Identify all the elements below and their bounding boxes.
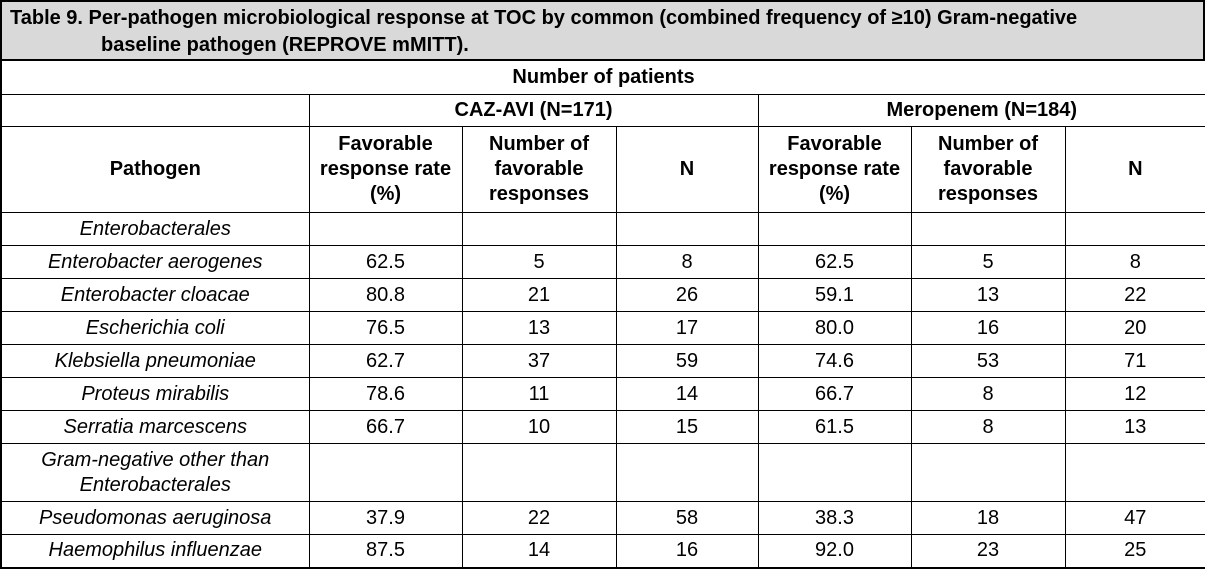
- pathogen-cell: Klebsiella pneumoniae: [0, 344, 310, 378]
- value-cell: 8: [910, 410, 1066, 444]
- value-cell: 18: [910, 501, 1066, 535]
- value-cell: 14: [615, 377, 759, 411]
- value-cell: 92.0: [757, 534, 912, 568]
- value-cell: [757, 212, 912, 246]
- table-row: Gram-negative other than Enterobacterale…: [0, 443, 1205, 502]
- table-row: Haemophilus influenzae 87.5 14 16 92.0 23 25: [0, 534, 1205, 568]
- value-cell: [910, 212, 1066, 246]
- value-cell: 53: [910, 344, 1066, 378]
- value-cell: 38.3: [757, 501, 912, 535]
- value-cell: 21: [461, 278, 617, 312]
- table-row: Escherichia coli 76.5 13 17 80.0 16 20: [0, 311, 1205, 345]
- value-cell: 13: [1064, 410, 1205, 444]
- value-cell: 11: [461, 377, 617, 411]
- pathogen-cell: Haemophilus influenzae: [0, 534, 310, 568]
- pathogen-cell: Proteus mirabilis: [0, 377, 310, 411]
- value-cell: 26: [615, 278, 759, 312]
- caption-line-1: Table 9. Per-pathogen microbiological re…: [10, 7, 1078, 29]
- value-cell: 15: [615, 410, 759, 444]
- column-header: N: [1064, 126, 1205, 213]
- caption-line-2: baseline pathogen (REPROVE mMITT).: [101, 34, 469, 56]
- column-header: N: [615, 126, 759, 213]
- value-cell: 14: [461, 534, 617, 568]
- value-cell: 71: [1064, 344, 1205, 378]
- value-cell: 37: [461, 344, 617, 378]
- value-cell: 16: [910, 311, 1066, 345]
- data-table: Number of patients CAZ-AVI (N=171) Merop…: [0, 60, 1205, 569]
- value-cell: 80.8: [308, 278, 463, 312]
- value-cell: 62.5: [757, 245, 912, 279]
- table-row: Enterobacterales: [0, 212, 1205, 246]
- value-cell: 66.7: [757, 377, 912, 411]
- value-cell: [910, 443, 1066, 502]
- value-cell: 23: [910, 534, 1066, 568]
- table-row: Klebsiella pneumoniae 62.7 37 59 74.6 53 71: [0, 344, 1205, 378]
- value-cell: [461, 212, 617, 246]
- value-cell: 62.5: [308, 245, 463, 279]
- value-cell: 8: [615, 245, 759, 279]
- value-cell: 61.5: [757, 410, 912, 444]
- table-row: Pseudomonas aeruginosa 37.9 22 58 38.3 18 47: [0, 501, 1205, 535]
- column-header-pathogen: Pathogen: [0, 126, 310, 213]
- value-cell: 59.1: [757, 278, 912, 312]
- pathogen-cell: Serratia marcescens: [0, 410, 310, 444]
- pathogen-cell: Enterobacter cloacae: [0, 278, 310, 312]
- value-cell: [308, 443, 463, 502]
- value-cell: [308, 212, 463, 246]
- value-cell: 25: [1064, 534, 1205, 568]
- value-cell: 22: [1064, 278, 1205, 312]
- value-cell: 22: [461, 501, 617, 535]
- value-cell: [1064, 212, 1205, 246]
- value-cell: 58: [615, 501, 759, 535]
- value-cell: 66.7: [308, 410, 463, 444]
- value-cell: [1064, 443, 1205, 502]
- table-row: Enterobacter cloacae 80.8 21 26 59.1 13 22: [0, 278, 1205, 312]
- span-title: Number of patients: [0, 60, 1205, 95]
- pathogen-cell: Gram-negative other than Enterobacterale…: [0, 443, 310, 502]
- pathogen-cell: Enterobacter aerogenes: [0, 245, 310, 279]
- group-header-meropenem: Meropenem (N=184): [757, 94, 1205, 127]
- value-cell: 80.0: [757, 311, 912, 345]
- value-cell: [757, 443, 912, 502]
- value-cell: 8: [910, 377, 1066, 411]
- value-cell: 47: [1064, 501, 1205, 535]
- pathogen-cell: Enterobacterales: [0, 212, 310, 246]
- value-cell: 17: [615, 311, 759, 345]
- table-row: Serratia marcescens 66.7 10 15 61.5 8 13: [0, 410, 1205, 444]
- column-header: Number of favorable responses: [910, 126, 1066, 213]
- table-row: Proteus mirabilis 78.6 11 14 66.7 8 12: [0, 377, 1205, 411]
- value-cell: 13: [461, 311, 617, 345]
- value-cell: [461, 443, 617, 502]
- value-cell: 10: [461, 410, 617, 444]
- value-cell: 37.9: [308, 501, 463, 535]
- column-header: Number of favorable responses: [461, 126, 617, 213]
- value-cell: 12: [1064, 377, 1205, 411]
- column-header: Favorable response rate (%): [308, 126, 463, 213]
- value-cell: 78.6: [308, 377, 463, 411]
- column-header: Favorable response rate (%): [757, 126, 912, 213]
- value-cell: [615, 443, 759, 502]
- value-cell: 13: [910, 278, 1066, 312]
- group-header-caz-avi: CAZ-AVI (N=171): [308, 94, 759, 127]
- pathogen-cell: Escherichia coli: [0, 311, 310, 345]
- value-cell: 5: [461, 245, 617, 279]
- value-cell: 5: [910, 245, 1066, 279]
- value-cell: [615, 212, 759, 246]
- value-cell: 74.6: [757, 344, 912, 378]
- table-row: Enterobacter aerogenes 62.5 5 8 62.5 5 8: [0, 245, 1205, 279]
- value-cell: 20: [1064, 311, 1205, 345]
- pathogen-cell: Pseudomonas aeruginosa: [0, 501, 310, 535]
- table-body: Enterobacterales Enterobacter aerogenes 62…: [0, 212, 1205, 568]
- value-cell: 8: [1064, 245, 1205, 279]
- value-cell: 76.5: [308, 311, 463, 345]
- value-cell: 59: [615, 344, 759, 378]
- value-cell: 62.7: [308, 344, 463, 378]
- table-caption: Table 9. Per-pathogen microbiological re…: [0, 0, 1205, 61]
- value-cell: 87.5: [308, 534, 463, 568]
- value-cell: 16: [615, 534, 759, 568]
- empty-header-cell: [0, 94, 310, 127]
